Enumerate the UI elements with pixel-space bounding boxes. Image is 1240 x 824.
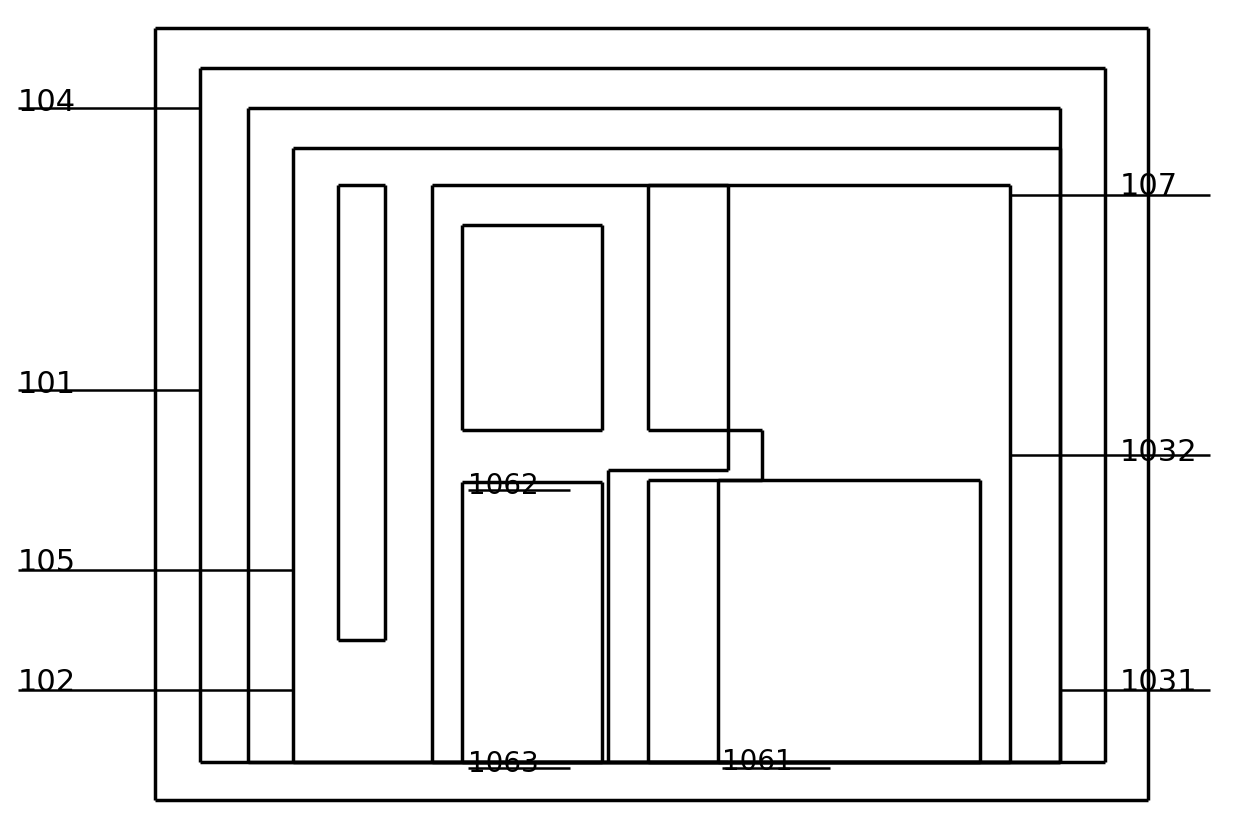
Text: 1031: 1031 (1120, 668, 1198, 697)
Text: 1062: 1062 (467, 472, 538, 500)
Text: 1061: 1061 (722, 748, 792, 776)
Text: 104: 104 (19, 88, 76, 117)
Text: 1063: 1063 (467, 750, 538, 778)
Text: 101: 101 (19, 370, 76, 399)
Text: 1032: 1032 (1120, 438, 1198, 467)
Text: 105: 105 (19, 548, 76, 577)
Text: 102: 102 (19, 668, 76, 697)
Text: 107: 107 (1120, 172, 1178, 201)
